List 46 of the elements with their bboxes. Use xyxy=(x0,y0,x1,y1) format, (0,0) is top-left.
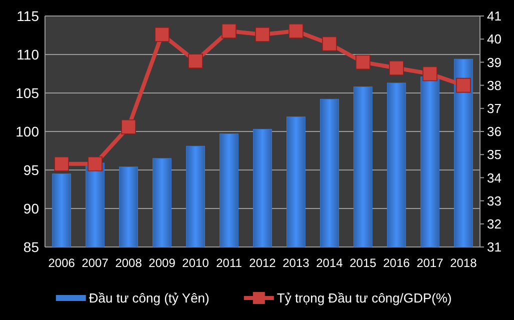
y-tick-label: 85 xyxy=(23,238,40,255)
legend-label: Đầu tư công (tỷ Yên) xyxy=(88,290,210,306)
legend-label: Tỷ trọng Đầu tư công/GDP(%) xyxy=(276,290,452,306)
y2-tick-label: 31 xyxy=(487,240,502,255)
y2-tick-label: 33 xyxy=(487,193,502,208)
x-tick-label: 2008 xyxy=(115,256,142,270)
point xyxy=(356,54,370,70)
y-tick-label: 115 xyxy=(16,8,40,24)
y-tick-label: 110 xyxy=(16,46,40,62)
y2-tick-label: 32 xyxy=(487,216,502,232)
y2-tick-label: 37 xyxy=(487,100,502,116)
x-tick-label: 2011 xyxy=(216,256,242,270)
point xyxy=(154,27,170,42)
y-tick-label: 95 xyxy=(23,162,40,178)
x-tick-label: 2012 xyxy=(249,256,276,270)
y2-tick-label: 39 xyxy=(487,54,502,70)
y2-tick-label: 41 xyxy=(487,8,502,24)
point xyxy=(121,119,136,134)
x-tick-label: 2018 xyxy=(450,256,478,270)
y-tick-label: 100 xyxy=(16,123,40,140)
point xyxy=(255,27,270,42)
y2-tick-label: 38 xyxy=(487,78,502,93)
y2-tick-label: 34 xyxy=(487,170,502,186)
point xyxy=(222,24,236,38)
point xyxy=(288,24,304,38)
point xyxy=(456,78,471,93)
x-tick-label: 2014 xyxy=(316,256,344,270)
point xyxy=(88,156,102,172)
x-tick-label: 2016 xyxy=(383,256,410,270)
x-tick-label: 2010 xyxy=(182,256,210,270)
x-tick-label: 2006 xyxy=(48,256,76,270)
y-tick-label: 90 xyxy=(23,200,40,216)
point xyxy=(54,156,69,172)
x-tick-label: 2017 xyxy=(416,256,444,270)
y2-tick-label: 40 xyxy=(487,32,502,47)
y-tick-label: 105 xyxy=(16,84,40,101)
y2-tick-label: 36 xyxy=(487,124,502,140)
point xyxy=(422,66,438,82)
x-tick-label: 2015 xyxy=(350,256,377,270)
x-tick-label: 2007 xyxy=(82,256,109,270)
point xyxy=(322,36,337,52)
point xyxy=(389,60,404,76)
x-tick-label: 2009 xyxy=(148,256,176,270)
point xyxy=(188,54,203,68)
x-tick-label: 2013 xyxy=(282,256,310,270)
y2-tick-label: 35 xyxy=(487,147,502,162)
